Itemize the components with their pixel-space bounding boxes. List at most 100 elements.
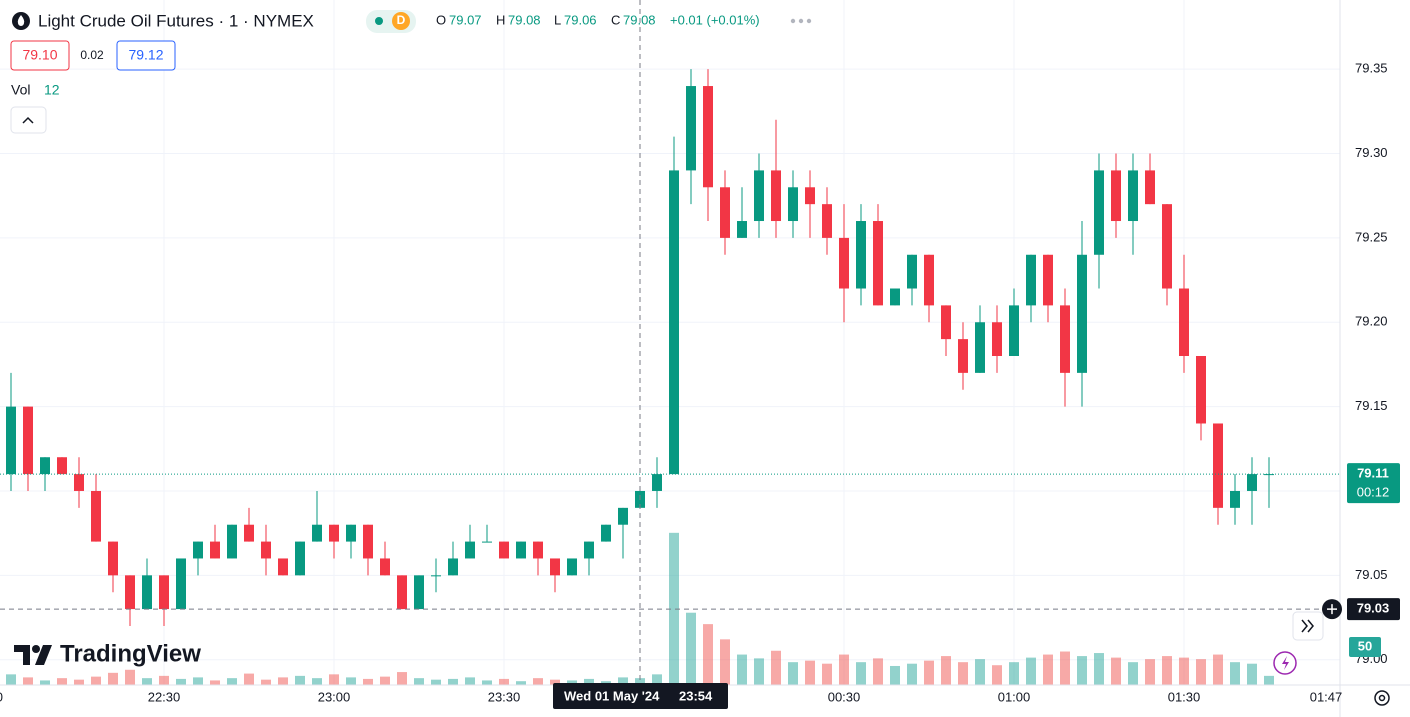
candle-body	[74, 474, 84, 491]
candle-body	[1026, 254, 1036, 306]
volume-bar	[567, 680, 577, 685]
volume-bar	[941, 656, 951, 685]
x-tick-label: 23:30	[488, 689, 521, 704]
volume-bar	[873, 658, 883, 685]
volume-bar	[1179, 657, 1189, 685]
volume-bar	[1111, 657, 1121, 685]
candle-body	[703, 86, 713, 188]
candle-body	[210, 541, 220, 559]
candle-body	[1162, 204, 1172, 289]
y-tick-label: 79.25	[1355, 229, 1388, 244]
volume-bar	[193, 677, 203, 685]
volume-bar	[686, 612, 696, 685]
candle-body	[380, 558, 390, 576]
scroll-button[interactable]	[1292, 611, 1324, 641]
ohlc-value: 79.06	[564, 12, 597, 27]
volume-bar	[312, 678, 322, 685]
candle-body	[788, 187, 798, 222]
candle-body	[992, 322, 1002, 356]
candle-body	[1077, 254, 1087, 373]
volume-label-box	[1349, 636, 1381, 657]
candle-body	[23, 406, 33, 475]
y-tick-label: 79.15	[1355, 398, 1388, 413]
volume-bar	[1196, 659, 1206, 685]
candle-body	[516, 541, 526, 559]
volume-bar	[703, 624, 713, 685]
candle-body	[1196, 355, 1206, 424]
candle-body	[329, 524, 339, 542]
candle-body	[363, 524, 373, 559]
ohlc-key: C	[611, 12, 620, 27]
y-tick-label: 79.35	[1355, 61, 1388, 76]
volume-bar	[244, 673, 254, 685]
volume-legend-label: Vol	[11, 82, 30, 98]
x-tick-label: :00	[0, 689, 3, 704]
volume-bar	[261, 679, 271, 685]
candle-body	[1094, 170, 1104, 255]
lightning	[1282, 656, 1289, 670]
volume-bar	[856, 662, 866, 685]
bid-button[interactable]	[10, 40, 70, 71]
crosshair-price: 79.03	[1357, 601, 1390, 616]
volume-bar	[1145, 659, 1155, 685]
volume-bar	[6, 674, 16, 685]
volume-bar	[1230, 662, 1240, 685]
plot	[0, 0, 1340, 685]
volume-bar	[720, 639, 730, 685]
drop-icon	[17, 15, 25, 26]
plus-icon	[1327, 604, 1337, 615]
symbol-title[interactable]: Light Crude Oil Futures · 1 · NYMEX	[38, 11, 314, 30]
volume-bar	[1247, 663, 1257, 685]
scroll-icon	[1301, 619, 1314, 633]
volume-bar	[74, 679, 84, 685]
y-tick-label: 79.20	[1355, 314, 1388, 329]
candle-body	[754, 170, 764, 222]
candle-body	[1213, 423, 1223, 508]
candle-body	[1145, 170, 1155, 205]
volume-bar	[822, 663, 832, 685]
volume-bar	[397, 672, 407, 685]
volume-bar	[346, 677, 356, 685]
volume-bar	[839, 654, 849, 685]
candle-body	[244, 524, 254, 542]
volume-bar	[1128, 662, 1138, 685]
candle-body	[856, 221, 866, 289]
candle-body	[91, 490, 101, 542]
candle-body	[618, 507, 628, 525]
volume-legend-value: 12	[44, 82, 60, 98]
candle-body	[686, 86, 696, 171]
ohlc-key: H	[496, 12, 505, 27]
x-tick-label: 01:00	[998, 689, 1031, 704]
volume-bar	[975, 659, 985, 685]
settings-button[interactable]	[1374, 690, 1390, 706]
candle-body	[346, 524, 356, 542]
candle-body	[907, 254, 917, 289]
ask-button[interactable]	[116, 40, 176, 71]
x-tick-label: 01:30	[1168, 689, 1201, 704]
change: +0.01 (+0.01%)	[670, 12, 760, 27]
volume-bar	[584, 678, 594, 685]
y-tick-label: 79.30	[1355, 145, 1388, 160]
volume-label: 50	[1358, 638, 1372, 653]
volume-bar	[414, 678, 424, 685]
volume-bar	[533, 678, 543, 685]
volume-bar	[907, 663, 917, 685]
volume-bar	[1162, 656, 1172, 685]
candle-body	[278, 558, 288, 576]
volume-bar	[924, 660, 934, 685]
volume-bar	[805, 660, 815, 685]
ohlc-value: 79.07	[449, 12, 482, 27]
brand: TradingView	[60, 640, 201, 667]
candle-body	[40, 457, 50, 475]
candle-body	[550, 558, 560, 576]
more-menu[interactable]	[790, 18, 812, 24]
volume-bar	[380, 676, 390, 685]
collapse-button[interactable]	[10, 106, 47, 134]
crosshair-time-box	[553, 683, 728, 709]
candle-body	[1128, 170, 1138, 222]
y-tick-label: 79.05	[1355, 567, 1388, 582]
volume-bar	[465, 677, 475, 685]
candle-body	[890, 288, 900, 306]
volume-bar	[142, 678, 152, 685]
spread: 0.02	[80, 48, 104, 62]
